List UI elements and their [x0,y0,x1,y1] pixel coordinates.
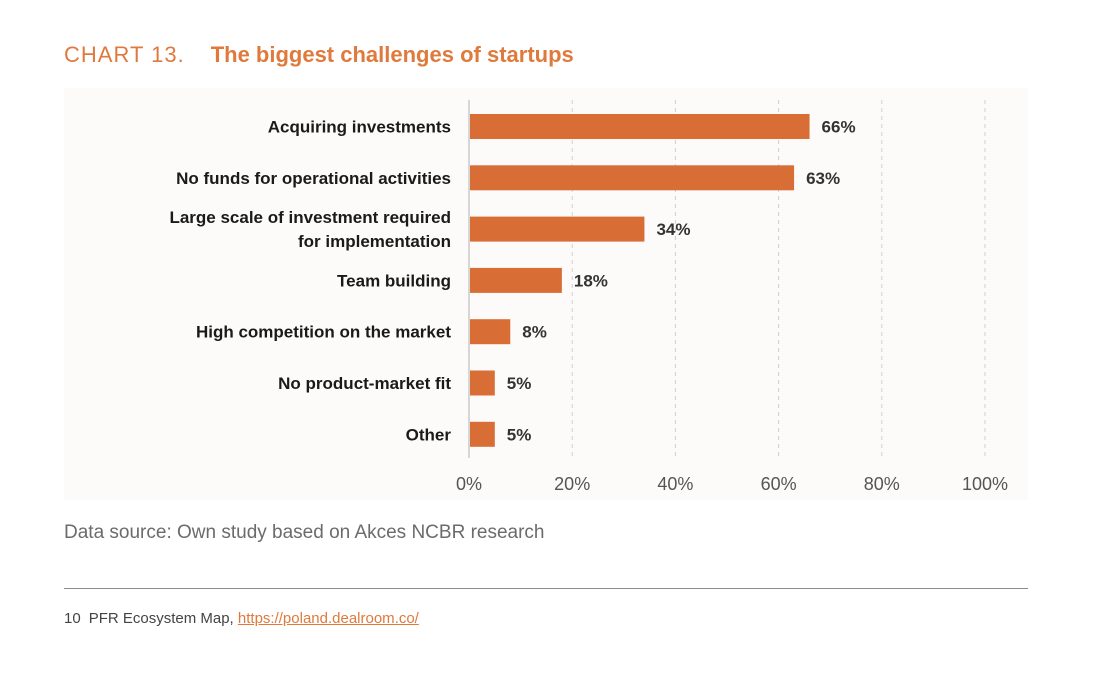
footnote-number: 10 [64,610,81,627]
bar [470,319,511,345]
value-label: 5% [507,374,532,393]
bar [470,370,495,396]
value-label: 34% [656,220,690,239]
x-tick-label: 80% [864,474,900,494]
data-source: Data source: Own study based on Akces NC… [64,522,545,543]
x-tick-labels: 0% 20% 40% 60% 80% 100% [456,474,1008,494]
category-label: High competition on the market [196,323,451,342]
value-label: 5% [507,425,532,444]
bar [470,421,495,447]
footnote: 10 PFR Ecosystem Map, https://poland.deal… [64,610,419,627]
category-label: Large scale of investment required for im… [169,208,451,251]
bar [470,267,562,293]
x-tick-label: 100% [962,474,1008,494]
category-label: No product-market fit [278,374,451,393]
footnote-link[interactable]: https://poland.dealroom.co/ [237,610,419,627]
footnote-text: PFR Ecosystem Map, [88,610,234,627]
category-label: Acquiring investments [268,118,451,137]
bar [470,165,795,191]
value-labels: 66% 63% 34% 18% 8% 5% 5% [507,118,856,445]
bar [470,114,810,139]
value-label: 8% [522,323,547,342]
x-tick-label: 20% [554,474,590,494]
value-label: 66% [822,118,856,137]
grid-lines [468,100,986,458]
value-label: 63% [806,169,840,188]
category-label: Other [406,425,452,444]
bar [470,216,645,242]
category-label: Team building [337,271,451,290]
divider [64,588,1028,589]
x-tick-label: 40% [657,474,693,494]
bars [470,114,810,447]
category-label: No funds for operational activities [176,169,451,188]
chart-heading: CHART 13. The biggest challenges of start… [64,42,574,68]
value-label: 18% [574,271,608,290]
x-tick-label: 0% [456,474,482,494]
plot-background [64,88,1028,500]
chart-number: CHART 13. [64,42,185,67]
chart-title: The biggest challenges of startups [210,42,574,67]
category-labels: Acquiring investments No funds for operat… [169,118,451,445]
x-tick-label: 60% [761,474,797,494]
